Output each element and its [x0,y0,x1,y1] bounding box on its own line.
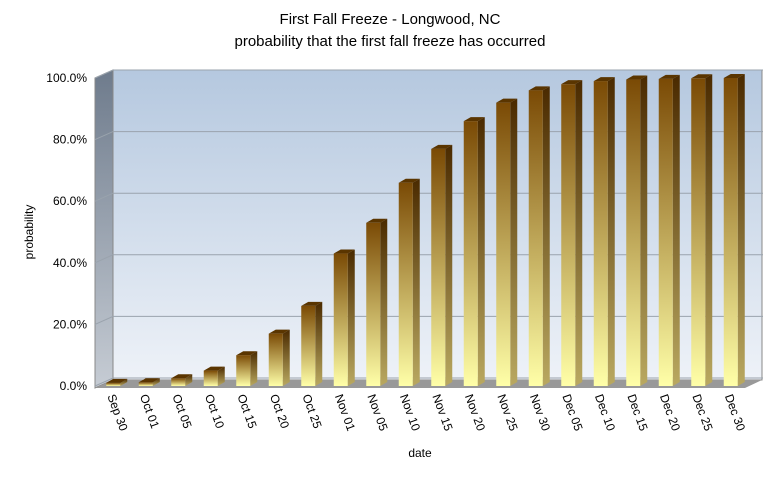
bar-side [542,86,550,386]
y-tick-label: 100.0% [46,71,87,85]
bar [268,333,283,386]
x-tick-label: Nov 05 [364,392,390,433]
bar [626,79,641,386]
bar [398,182,413,386]
x-tick-label: Dec 05 [559,392,585,433]
y-tick-label: 40.0% [53,256,87,270]
y-tick-label: 20.0% [53,317,87,331]
bar-top [593,77,615,82]
bar-top [626,75,648,80]
bar-side [185,374,193,386]
bar-top [658,74,680,79]
y-axis-title: probability [22,205,36,260]
bar-top [463,117,485,122]
bar-side [737,74,745,386]
bar-side [250,351,258,386]
y-tick-label: 60.0% [53,194,87,208]
x-tick-label: Oct 01 [137,392,162,430]
bar [301,305,316,386]
bar-side [445,144,453,386]
bar [431,148,446,386]
bar [691,78,706,387]
bar-side [120,378,128,386]
bar-side [477,117,485,387]
bar-side [575,80,583,386]
bar [366,222,381,386]
bar [723,78,738,386]
bar-side [412,178,420,386]
x-tick-label: Nov 01 [332,392,358,433]
side-wall [94,69,114,389]
bar-top [561,80,583,85]
x-tick-label: Dec 15 [624,392,650,433]
x-tick-label: Nov 25 [494,392,520,433]
bar [593,81,608,386]
bar-side [705,74,713,387]
bar-side [380,218,388,386]
bar-top [366,218,388,223]
x-tick-label: Oct 25 [299,392,324,430]
bar-top [171,374,193,379]
x-tick-label: Oct 10 [202,392,227,430]
bar-side [152,378,160,386]
bar-top [268,329,290,334]
bar [658,78,673,386]
bar [333,253,348,386]
bar-top [398,178,420,183]
bar-top [301,301,323,306]
bar-top [723,74,745,78]
x-tick-label: Nov 15 [429,392,455,433]
bar-side [282,329,290,386]
bar [236,355,251,386]
bar [463,121,478,387]
x-tick-label: Oct 15 [234,392,259,430]
x-tick-label: Sep 30 [104,392,130,433]
bar-top [528,86,550,91]
x-tick-label: Oct 05 [169,392,194,430]
bar-top [496,98,518,103]
bar-top [138,378,160,383]
y-tick-label: 80.0% [53,133,87,147]
bar [106,382,121,386]
bar-side [672,74,680,386]
bar-side [510,98,518,386]
x-tick-label: Oct 20 [267,392,292,430]
bar [496,102,511,386]
bar-top [106,378,128,383]
x-tick-label: Nov 10 [397,392,423,433]
bar-top [236,351,258,356]
bar-top [203,366,225,371]
chart-title: First Fall Freeze - Longwood, NC [280,11,501,28]
x-tick-label: Nov 20 [462,392,488,433]
bar-side [640,75,648,386]
bar-side [607,77,615,386]
y-tick-label: 0.0% [60,379,88,393]
bar-side [217,366,225,386]
grid-line [94,69,763,79]
bar [203,370,218,386]
bar-top [431,144,453,149]
bar [561,84,576,386]
x-tick-label: Dec 20 [657,392,683,433]
bar [171,378,186,386]
bar-side [315,301,323,386]
bar [528,90,543,386]
x-tick-label: Dec 30 [722,392,748,433]
x-axis-title: date [408,446,432,460]
x-tick-label: Dec 25 [689,392,715,433]
x-tick-label: Dec 10 [592,392,618,433]
chart-subtitle: probability that the first fall freeze h… [235,33,546,50]
bar-top [691,74,713,79]
bar-side [347,249,355,386]
bar [138,382,153,386]
bar-top [333,249,355,254]
x-tick-label: Nov 30 [527,392,553,433]
